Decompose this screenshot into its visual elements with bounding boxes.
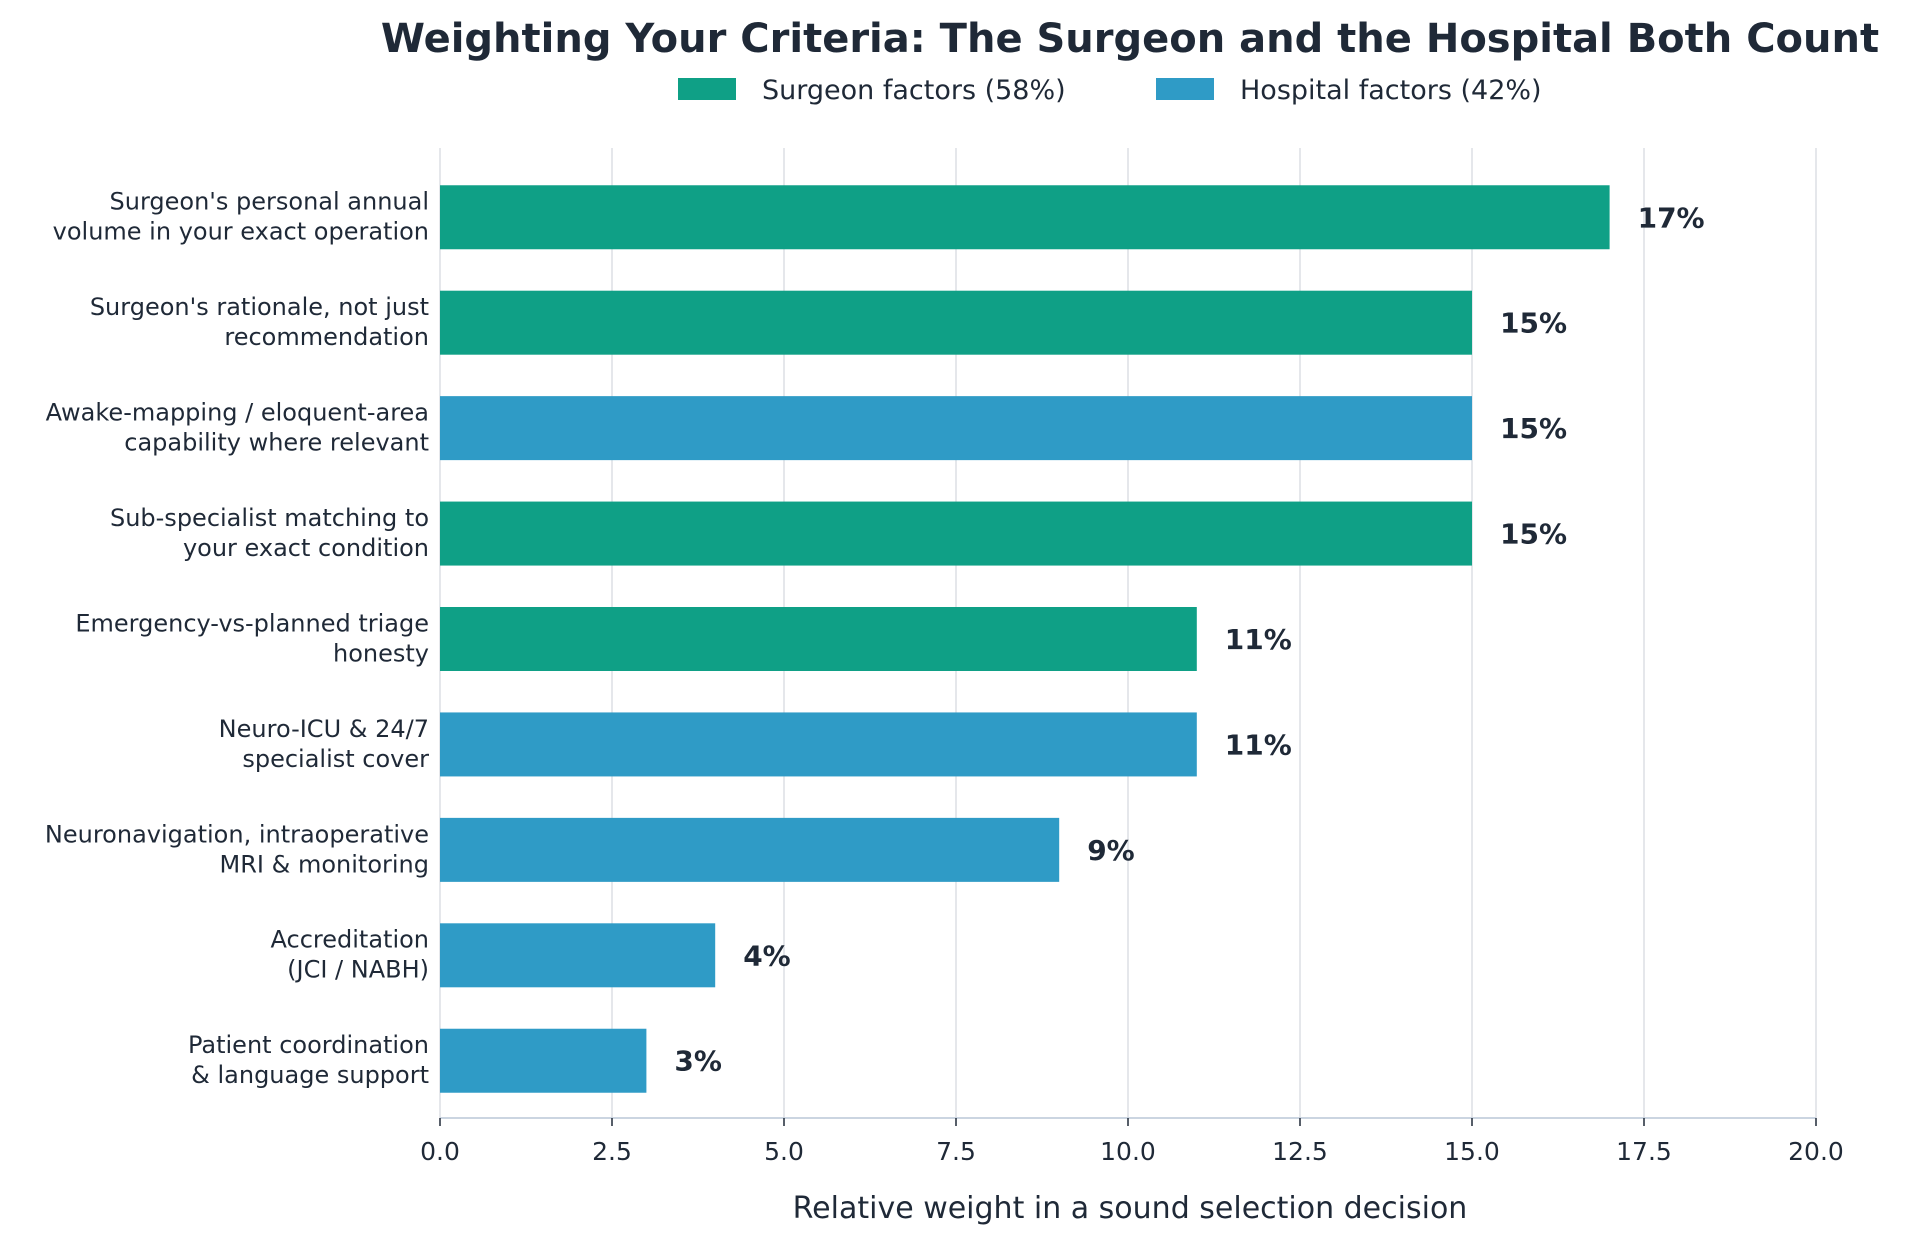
bar-8 bbox=[440, 923, 716, 988]
bar-6 bbox=[440, 712, 1197, 777]
category-labels: Surgeon's personal annual volume in your … bbox=[45, 188, 429, 1089]
category-label-1: Surgeon's personal annual volume in your … bbox=[53, 188, 429, 246]
legend-swatch-2 bbox=[1156, 78, 1214, 100]
x-tick-label-6: 15.0 bbox=[1444, 1137, 1500, 1166]
x-tick-label-5: 12.5 bbox=[1272, 1137, 1328, 1166]
category-label-3: Awake-mapping / eloquent-area capability … bbox=[46, 399, 429, 457]
x-axis-ticks: 0.0 2.5 5.0 7.5 10.0 12.5 15.0 17.5 20.0 bbox=[420, 1118, 1844, 1166]
category-label-9: Patient coordination & language support bbox=[188, 1031, 429, 1089]
bar-1 bbox=[440, 185, 1610, 250]
bar-3 bbox=[440, 396, 1472, 461]
value-label-1: 17% bbox=[1638, 201, 1705, 234]
value-label-8: 4% bbox=[743, 939, 791, 972]
bar-2 bbox=[440, 290, 1472, 355]
value-labels: 17% 15% 15% 15% 11% 11% 9% 4% 3% bbox=[674, 201, 1704, 1077]
x-tick-label-7: 17.5 bbox=[1616, 1137, 1672, 1166]
value-label-3: 15% bbox=[1500, 412, 1567, 445]
value-label-5: 11% bbox=[1225, 623, 1292, 656]
bar-9 bbox=[440, 1028, 647, 1093]
x-tick-label-1: 2.5 bbox=[592, 1137, 632, 1166]
value-label-7: 9% bbox=[1087, 834, 1135, 867]
chart-title: Weighting Your Criteria: The Surgeon and… bbox=[381, 16, 1879, 62]
x-tick-label-8: 20.0 bbox=[1788, 1137, 1844, 1166]
value-label-9: 3% bbox=[674, 1045, 722, 1078]
x-tick-label-4: 10.0 bbox=[1100, 1137, 1156, 1166]
category-label-8: Accreditation (JCI / NABH) bbox=[271, 926, 429, 984]
value-label-6: 11% bbox=[1225, 728, 1292, 761]
legend: Surgeon factors (58%) Hospital factors (4… bbox=[678, 75, 1542, 106]
legend-label-1: Surgeon factors (58%) bbox=[762, 75, 1066, 106]
bar-5 bbox=[440, 607, 1197, 671]
x-axis-title: Relative weight in a sound selection dec… bbox=[793, 1191, 1468, 1226]
legend-label-2: Hospital factors (42%) bbox=[1240, 75, 1542, 106]
legend-swatch-1 bbox=[678, 78, 736, 100]
x-tick-label-2: 5.0 bbox=[764, 1137, 804, 1166]
category-label-2: Surgeon's rationale, not just recommendat… bbox=[90, 293, 429, 351]
bar-4 bbox=[440, 501, 1472, 566]
value-label-4: 15% bbox=[1500, 518, 1567, 551]
x-tick-label-0: 0.0 bbox=[420, 1137, 460, 1166]
value-label-2: 15% bbox=[1500, 307, 1567, 340]
category-label-4: Sub-specialist matching to your exact con… bbox=[110, 504, 429, 562]
category-label-5: Emergency-vs-planned triage honesty bbox=[75, 609, 429, 667]
category-label-6: Neuro-ICU & 24/7 specialist cover bbox=[219, 715, 429, 773]
x-tick-label-3: 7.5 bbox=[936, 1137, 976, 1166]
category-label-7: Neuronavigation, intraoperative MRI & mon… bbox=[45, 820, 429, 878]
bar-7 bbox=[440, 817, 1060, 882]
bars bbox=[440, 185, 1610, 1093]
